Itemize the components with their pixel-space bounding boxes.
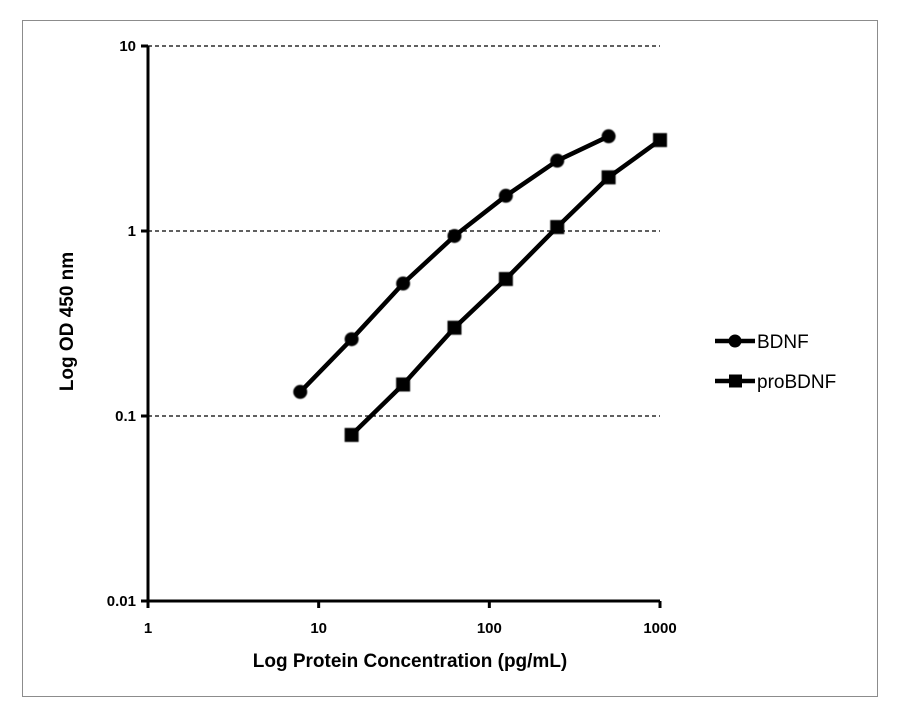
data-point-square (653, 133, 667, 148)
y-tick-label: 1 (128, 223, 136, 240)
series-line (298, 134, 611, 395)
legend-marker-circle (728, 334, 742, 348)
data-point-square (601, 170, 616, 185)
x-tick-label: 1000 (643, 620, 676, 637)
legend-item-probdnf: proBDNF (715, 372, 836, 393)
series-probdnf (344, 133, 667, 442)
data-point-circle (601, 129, 616, 144)
data-point-circle (498, 188, 513, 203)
y-tick-label: 0.1 (115, 408, 136, 425)
data-point-circle (293, 384, 308, 399)
data-point-square (550, 220, 565, 235)
x-tick-label: 10 (310, 620, 327, 637)
data-point-square (447, 320, 462, 335)
tick-labels: 0.01 0.1 1 10 1 10 100 1000 (107, 38, 677, 637)
series-bdnf (293, 129, 616, 399)
y-tick-label: 10 (119, 38, 136, 55)
axes (146, 46, 660, 603)
legend-marker-square (729, 374, 742, 388)
x-tick-label: 100 (477, 620, 502, 637)
chart-frame (22, 20, 878, 697)
legend: BDNF proBDNF (715, 332, 836, 393)
y-axis-title: Log OD 450 nm (57, 252, 78, 391)
data-point-circle (344, 332, 359, 347)
y-tick-label: 0.01 (107, 593, 136, 610)
series (293, 129, 667, 442)
data-point-square (396, 377, 411, 392)
legend-label: proBDNF (757, 372, 836, 393)
x-tick-label: 1 (144, 620, 152, 637)
data-point-circle (550, 153, 565, 168)
legend-item-bdnf: BDNF (715, 332, 809, 353)
legend-label: BDNF (757, 332, 809, 353)
x-axis-title: Log Protein Concentration (pg/mL) (253, 651, 568, 672)
data-point-square (344, 427, 359, 442)
data-point-square (498, 272, 513, 287)
gridlines (148, 45, 660, 417)
data-point-circle (447, 228, 462, 243)
data-point-circle (396, 276, 411, 291)
